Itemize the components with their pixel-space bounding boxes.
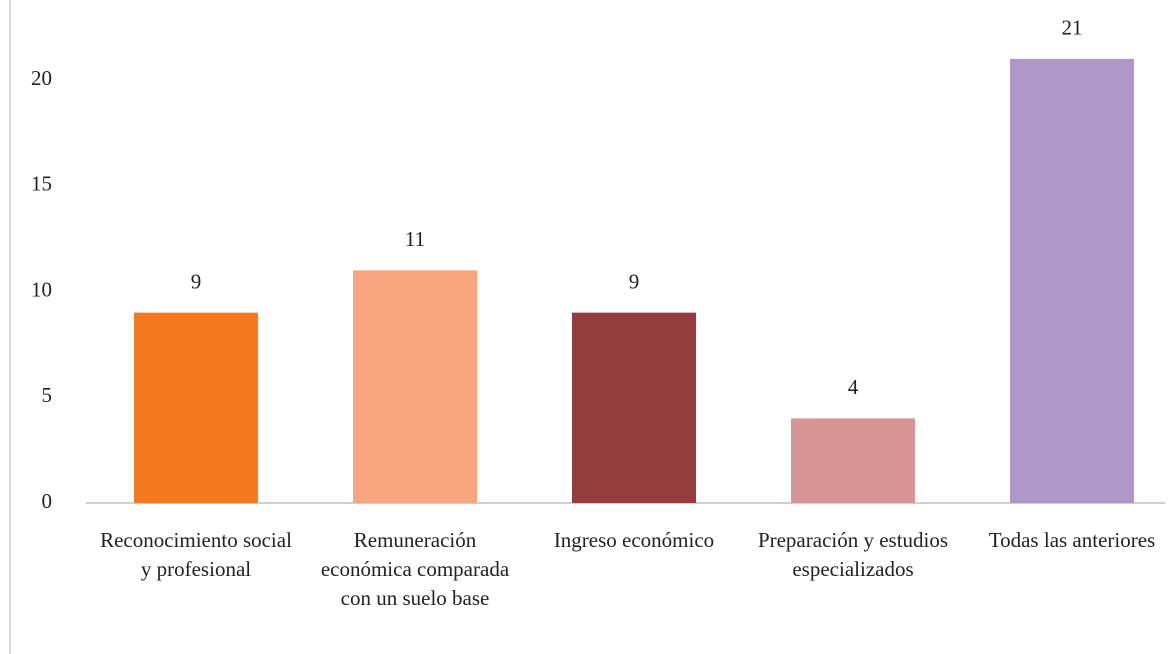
- y-tick-label: 0: [42, 489, 53, 513]
- data-label: 9: [629, 269, 640, 293]
- y-tick-label: 20: [31, 66, 52, 90]
- y-tick-label: 5: [42, 383, 53, 407]
- y-tick-label: 15: [31, 172, 52, 196]
- y-tick-label: 10: [31, 277, 52, 301]
- bar: [1010, 58, 1134, 503]
- bar: [134, 312, 258, 503]
- x-tick-label: Ingreso económico: [553, 528, 715, 552]
- x-tick-label: Remuneración económica comparada con un …: [320, 528, 510, 610]
- x-tick-label: Reconocimiento social y profesional: [100, 528, 292, 581]
- data-label: 4: [848, 375, 859, 399]
- data-label: 11: [405, 227, 425, 251]
- data-label: 9: [191, 269, 202, 293]
- bar: [791, 418, 915, 503]
- bar: [353, 270, 477, 503]
- x-tick-label: Preparación y estudios especializados: [757, 528, 949, 581]
- data-label: 21: [1062, 16, 1083, 40]
- bar: [572, 312, 696, 503]
- x-tick-label: Todas las anteriores: [988, 528, 1156, 552]
